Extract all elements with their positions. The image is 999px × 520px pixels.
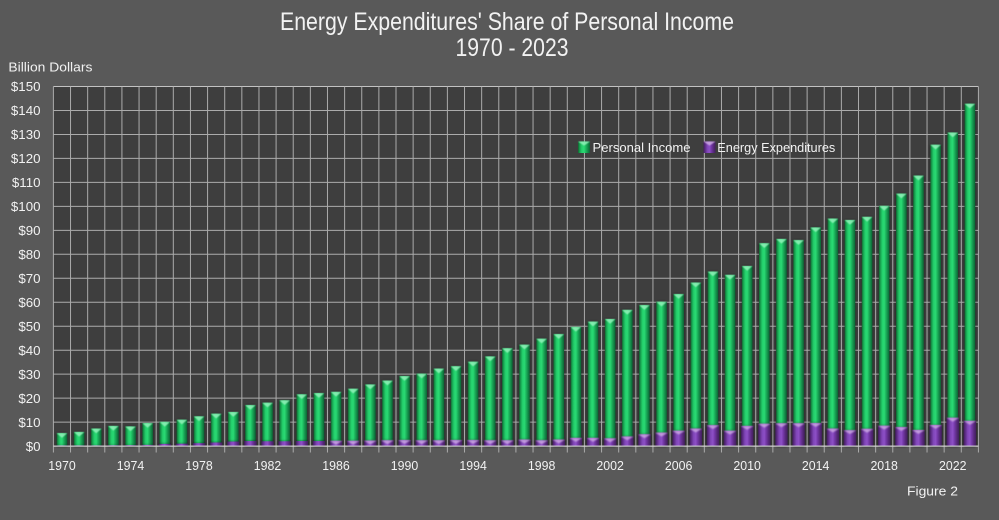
svg-text:Personal Income: Personal Income [593,140,691,155]
svg-text:1978: 1978 [185,458,213,473]
svg-text:2002: 2002 [596,458,624,473]
svg-text:1986: 1986 [322,458,350,473]
svg-text:1994: 1994 [459,458,487,473]
svg-text:$80: $80 [18,247,40,262]
svg-text:1974: 1974 [117,458,145,473]
svg-text:1982: 1982 [254,458,282,473]
svg-text:$140: $140 [11,103,41,118]
svg-text:$120: $120 [11,151,41,166]
svg-text:2014: 2014 [802,458,830,473]
svg-text:2018: 2018 [870,458,898,473]
svg-text:$90: $90 [18,223,40,238]
svg-text:$110: $110 [12,175,41,190]
svg-text:Billion Dollars: Billion Dollars [8,59,92,74]
svg-text:2006: 2006 [665,458,693,473]
svg-text:Energy Expenditures' Share of: Energy Expenditures' Share of Personal I… [280,8,734,36]
svg-text:$100: $100 [11,199,41,214]
svg-text:$30: $30 [18,367,40,382]
svg-text:1970: 1970 [48,458,76,473]
svg-text:$50: $50 [18,319,40,334]
svg-text:2022: 2022 [939,458,967,473]
svg-text:$0: $0 [26,439,41,454]
svg-text:$60: $60 [18,295,40,310]
svg-text:Energy Expenditures: Energy Expenditures [717,140,835,155]
svg-text:$10: $10 [18,415,40,430]
svg-text:Figure 2: Figure 2 [907,484,958,499]
svg-text:$40: $40 [18,343,40,358]
svg-text:$20: $20 [18,391,40,406]
svg-text:1998: 1998 [528,458,556,473]
svg-text:1990: 1990 [391,458,419,473]
svg-text:$70: $70 [18,271,40,286]
svg-text:2010: 2010 [733,458,761,473]
svg-text:$130: $130 [11,127,41,142]
svg-text:$150: $150 [11,79,41,94]
svg-text:1970 - 2023: 1970 - 2023 [456,34,569,62]
